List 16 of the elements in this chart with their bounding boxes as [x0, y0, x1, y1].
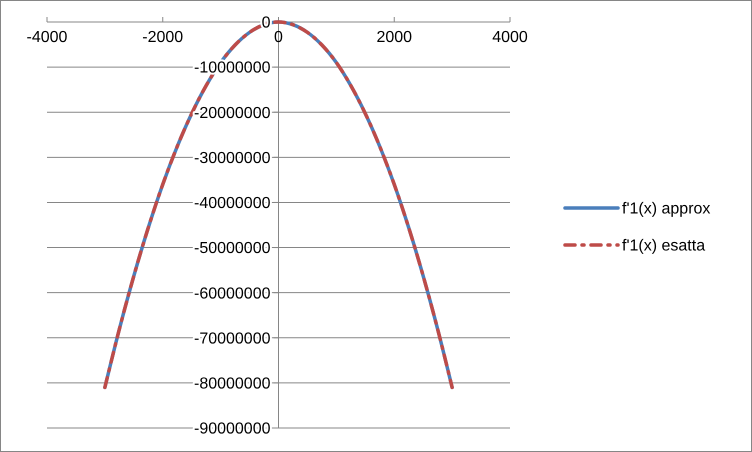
y-tick-label: -30000000: [194, 150, 271, 167]
y-tick-label: -90000000: [194, 420, 271, 438]
y-tick-label: -80000000: [194, 375, 271, 392]
x-tick-label: 0: [274, 29, 284, 46]
x-tick-label: 2000: [376, 29, 412, 46]
y-tick-label: 0: [262, 14, 271, 32]
y-tick-label: -70000000: [194, 330, 271, 348]
legend-label: f'1(x) esatta: [622, 238, 706, 255]
y-tick-label: -50000000: [194, 240, 271, 258]
y-tick-label: -20000000: [194, 104, 271, 122]
y-tick-label: -60000000: [194, 285, 271, 302]
x-tick-label: -2000: [142, 29, 184, 46]
legend-label: f'1(x) approx: [622, 200, 710, 218]
y-tick-label: -40000000: [194, 195, 271, 212]
x-tick-label: 4000: [492, 29, 528, 46]
x-tick-label: -4000: [26, 29, 68, 46]
